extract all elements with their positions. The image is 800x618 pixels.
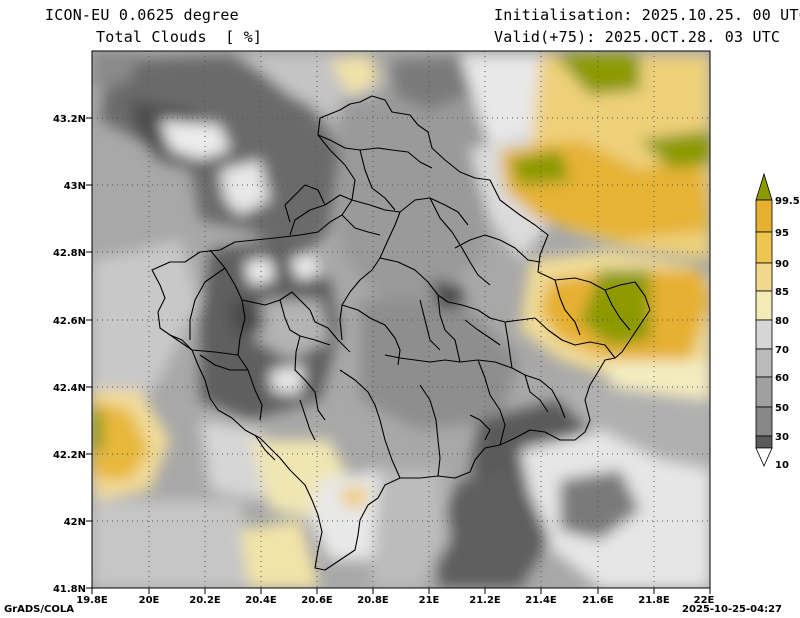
lon-label: 19.8E — [76, 595, 108, 606]
lat-label: 43N — [64, 181, 86, 192]
lat-ticks — [86, 117, 92, 589]
field-title: Total Clouds [ %] — [96, 28, 263, 46]
lat-label: 42N — [64, 517, 86, 528]
legend-swatch — [755, 231, 773, 264]
model-title: ICON-EU 0.0625 degree — [45, 6, 239, 24]
legend-label: 10 — [775, 460, 789, 471]
lat-label: 41.8N — [53, 584, 86, 595]
gridlines — [92, 51, 710, 588]
legend-swatch — [755, 319, 773, 350]
lon-labels: 19.8E 20E 20.2E 20.4E 20.6E 20.8E 21E 21… — [76, 595, 714, 606]
legend-labels: 99.5 95 90 85 80 70 60 50 30 10 — [775, 196, 800, 471]
footer-credit: GrADS/COLA — [4, 604, 74, 615]
legend-label: 90 — [775, 259, 789, 270]
lon-label: 20E — [139, 595, 160, 606]
lat-label: 42.6N — [53, 316, 86, 327]
lon-label: 22E — [694, 595, 715, 606]
lon-label: 20.6E — [301, 595, 333, 606]
valid-time: Valid(+75): 2025.OCT.28. 03 UTC — [494, 28, 781, 46]
legend-label: 85 — [775, 287, 789, 298]
legend-label: 80 — [775, 316, 789, 327]
lat-label: 42.8N — [53, 248, 86, 259]
lat-labels: 43.2N 43N 42.8N 42.6N 42.4N 42.2N 42N 41… — [53, 114, 86, 595]
legend-label: 70 — [775, 345, 789, 356]
lon-label: 21.6E — [582, 595, 614, 606]
lon-ticks — [91, 588, 711, 594]
legend-swatch — [755, 199, 773, 233]
lon-label: 20.2E — [189, 595, 221, 606]
lon-label: 20.8E — [357, 595, 389, 606]
legend-swatch — [755, 262, 773, 292]
lat-label: 43.2N — [53, 114, 86, 125]
init-time: Initialisation: 2025.10.25. 00 UTC — [494, 6, 800, 24]
lon-label: 21E — [419, 595, 440, 606]
legend-label: 60 — [775, 373, 789, 384]
legend-swatch — [755, 406, 773, 437]
legend-swatch — [755, 435, 773, 449]
lat-label: 42.4N — [53, 383, 86, 394]
legend-cap-bottom — [755, 447, 773, 467]
footer-timestamp: 2025-10-25-04:27 — [682, 604, 782, 615]
admin-boundaries — [151, 95, 651, 571]
legend-label: 99.5 — [775, 196, 800, 207]
lon-label: 21.2E — [469, 595, 501, 606]
lon-label: 21.8E — [638, 595, 670, 606]
legend-swatch — [755, 376, 773, 408]
lat-label: 42.2N — [53, 450, 86, 461]
legend-swatch — [755, 290, 773, 321]
lon-label: 21.4E — [525, 595, 557, 606]
color-legend — [755, 172, 773, 467]
legend-label: 95 — [775, 228, 789, 239]
legend-swatch — [755, 348, 773, 378]
lon-label: 20.4E — [245, 595, 277, 606]
legend-label: 30 — [775, 432, 789, 443]
legend-label: 50 — [775, 403, 789, 414]
legend-cap-top — [755, 172, 773, 201]
